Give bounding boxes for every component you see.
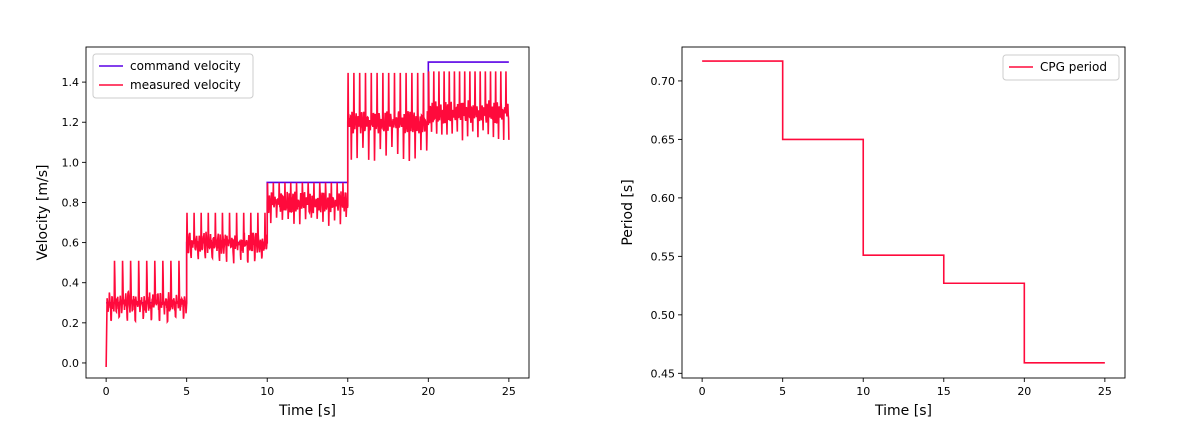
- series-line-measured-velocity: [105, 71, 510, 367]
- x-tick-label: 10: [260, 385, 274, 398]
- x-tick-label: 10: [856, 385, 870, 398]
- x-tick-label: 20: [1017, 385, 1031, 398]
- y-tick-label: 0.2: [62, 317, 80, 330]
- x-tick-label: 0: [103, 385, 110, 398]
- y-axis-label: Period [s]: [620, 179, 636, 245]
- x-tick-label: 20: [421, 385, 435, 398]
- legend: command velocity measured velocity: [92, 53, 254, 99]
- y-tick-label: 0.55: [651, 250, 676, 263]
- axes-frame: [85, 46, 530, 379]
- y-tick-label: 0.45: [651, 367, 676, 380]
- series-line-cpg-period: [702, 60, 1105, 364]
- legend-label: measured velocity: [130, 78, 241, 92]
- x-axis-label: Time [s]: [278, 403, 336, 419]
- x-tick-label: 5: [779, 385, 786, 398]
- x-axis-label: Time [s]: [874, 403, 932, 419]
- x-tick-label: 5: [183, 385, 190, 398]
- y-tick-label: 1.4: [62, 76, 80, 89]
- y-tick-label: 0.4: [62, 277, 80, 290]
- x-tick-label: 25: [502, 385, 516, 398]
- y-tick-label: 1.2: [62, 116, 80, 129]
- legend-label: CPG period: [1040, 60, 1107, 74]
- y-tick-label: 0.0: [62, 357, 80, 370]
- y-tick-label: 0.50: [651, 309, 676, 322]
- y-tick-label: 0.8: [62, 196, 80, 209]
- y-tick-label: 0.60: [651, 192, 676, 205]
- axes-frame: [681, 46, 1126, 379]
- legend: CPG period: [1002, 54, 1120, 81]
- x-tick-label: 15: [341, 385, 355, 398]
- legend-label: command velocity: [130, 59, 241, 73]
- legend-box: [92, 53, 254, 99]
- y-tick-label: 0.65: [651, 133, 676, 146]
- y-tick-label: 1.0: [62, 156, 80, 169]
- velocity-plot: 0 5 10 15 20 25 0.0 0.2 0.4 0.6 0.8 1.0 1.2 1.4 Time […: [35, 46, 530, 419]
- x-tick-label: 25: [1098, 385, 1112, 398]
- x-tick-label: 0: [699, 385, 706, 398]
- y-tick-label: 0.6: [62, 237, 80, 250]
- y-tick-label: 0.70: [651, 75, 676, 88]
- legend-box: [1002, 54, 1120, 81]
- period-plot: 0 5 10 15 20 25 0.45 0.50 0.55 0.60 0.65 0.70 Time […: [620, 46, 1126, 419]
- y-axis-label: Velocity [m/s]: [35, 165, 51, 261]
- x-tick-label: 15: [937, 385, 951, 398]
